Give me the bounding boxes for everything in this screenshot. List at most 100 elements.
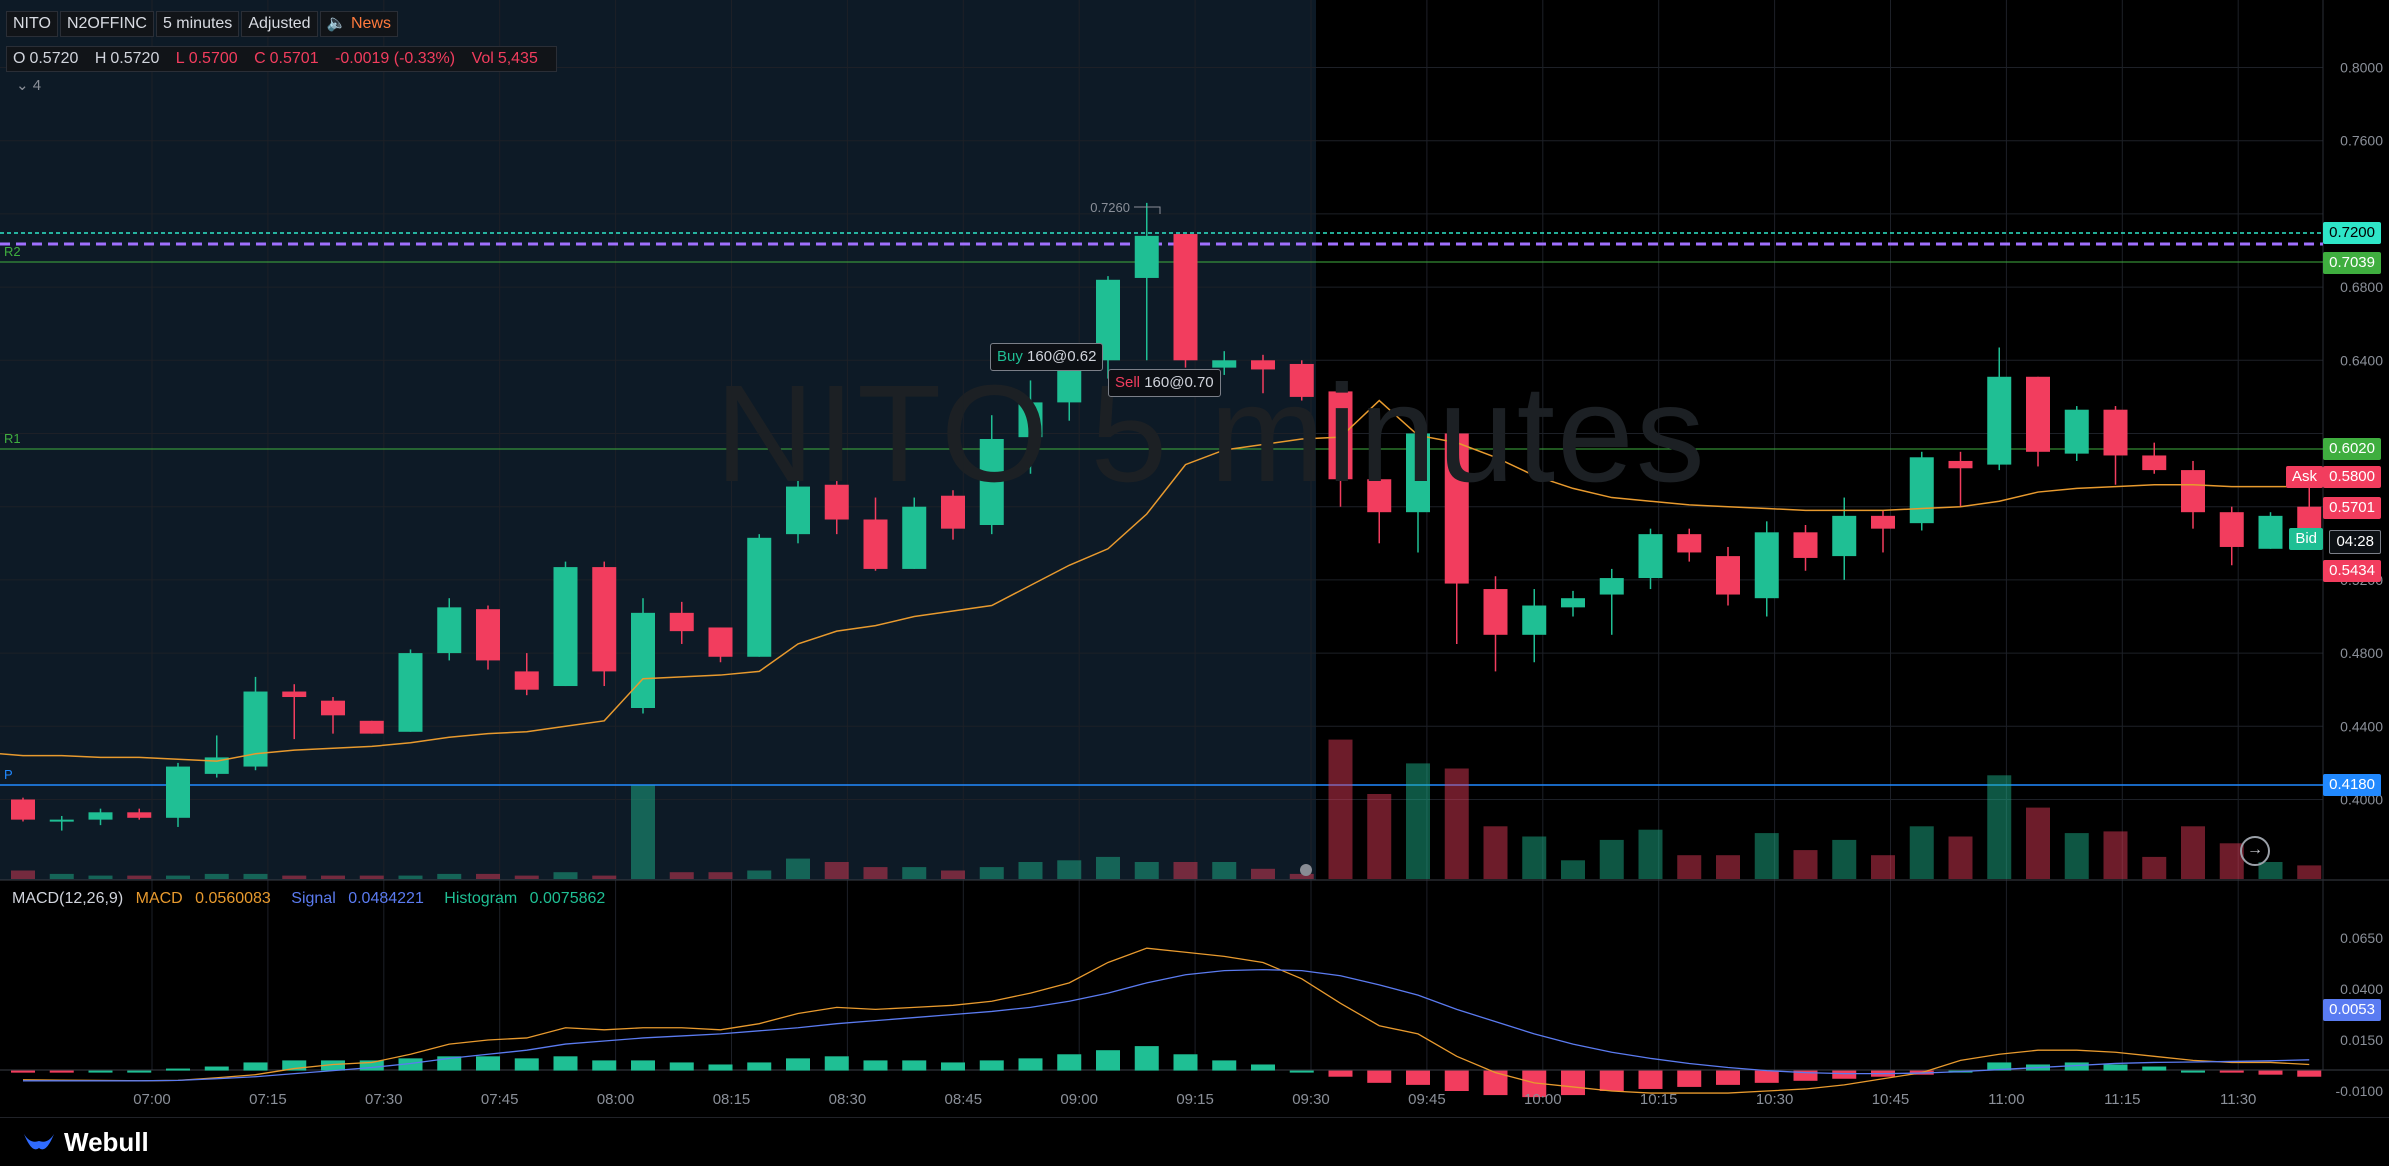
macd-hist-bar (1289, 1070, 1314, 1073)
macd-hist-bar (2142, 1066, 2167, 1071)
news-label: News (350, 15, 391, 32)
interval-chip[interactable]: 5 minutes (155, 11, 240, 37)
macd-hist-bar (1134, 1046, 1159, 1071)
ask-price-tag: 0.5800 (2323, 466, 2381, 488)
candle-body (1212, 360, 1237, 368)
macd-hist-bar (1561, 1070, 1585, 1096)
macd-hist-bar (979, 1060, 1004, 1071)
r2-label: R2 (4, 244, 21, 259)
candle-body (592, 567, 617, 672)
company-chip: N2OFFINC (59, 11, 154, 37)
candle-body (786, 486, 810, 535)
macd-hist-bar (631, 1060, 655, 1071)
volume-bar (282, 875, 307, 879)
volume-bar (514, 875, 539, 879)
volume-bar (747, 870, 772, 879)
high-label: H (94, 50, 107, 67)
candle-body (553, 567, 578, 687)
time-axis-label: 11:30 (2220, 1091, 2256, 1108)
candle-body (398, 653, 423, 732)
webull-logo[interactable]: Webull (22, 1127, 149, 1158)
macd-hist-bar (1212, 1060, 1237, 1071)
candle-body (437, 607, 462, 654)
candle-body (1948, 460, 1973, 469)
macd-hist-bar (437, 1056, 462, 1071)
macd-hist-bar (514, 1058, 539, 1071)
arrow-right-icon: → (2247, 841, 2263, 858)
macd-hist-bar (321, 1060, 345, 1071)
time-axis-label: 10:15 (1640, 1091, 1678, 1108)
volume-bar (2103, 831, 2128, 879)
volume-bar (1096, 856, 1120, 879)
macd-hist-bar (1987, 1062, 2012, 1071)
volume-bar (1251, 868, 1275, 879)
time-axis-label: 08:00 (597, 1091, 635, 1108)
macd-hist-bar (902, 1060, 927, 1071)
macd-hist-bar (592, 1060, 617, 1071)
candle-body (1871, 515, 1895, 529)
scroll-to-latest-button[interactable]: → (2240, 836, 2270, 866)
volume-bar (979, 867, 1004, 879)
macd-hist-bar (1251, 1064, 1275, 1071)
volume-bar (592, 875, 617, 879)
symbol-chip[interactable]: NITO (6, 11, 58, 37)
macd-hist-bar (1018, 1058, 1043, 1071)
chevron-down-icon: ⌄ (16, 77, 29, 94)
macd-hist-bar (553, 1056, 578, 1071)
macd-hist-bar (2297, 1070, 2322, 1077)
candle-timer: 04:28 (2329, 530, 2381, 554)
volume-bar (49, 873, 74, 879)
price-tag-r2: 0.7039 (2323, 252, 2381, 274)
volume-value: 5,435 (497, 50, 538, 67)
news-button[interactable]: 🔈 News (319, 11, 398, 37)
volume-bar (166, 875, 190, 879)
volume-bar (204, 873, 229, 879)
macd-hist-bar (1096, 1050, 1120, 1071)
time-axis-label: 09:15 (1176, 1091, 1214, 1108)
macd-hist-bar (49, 1070, 74, 1073)
volume-bar (1173, 862, 1198, 879)
candle-body (631, 612, 655, 708)
buy-order-marker[interactable]: Buy 160@0.62 (990, 343, 1104, 371)
volume-bar (1018, 862, 1043, 879)
volume-bar (786, 858, 810, 879)
volume-bar (669, 872, 694, 879)
chart-canvas[interactable]: R2 R1 P 0.7260 0.8400 0.8000 0.7600 0.6800 0.640… (0, 0, 2389, 1118)
sell-order-marker[interactable]: Sell 160@0.70 (1108, 369, 1221, 397)
volume-bar (1444, 768, 1469, 879)
last-price-tag: 0.5701 (2323, 497, 2381, 519)
webull-logo-icon (24, 1133, 54, 1149)
volume-bar (437, 873, 462, 879)
volume-bar (1522, 836, 1547, 879)
macd-hist-bar (476, 1056, 500, 1071)
volume-bar (476, 873, 500, 879)
candle-body (824, 484, 849, 520)
time-axis-label: 08:45 (945, 1091, 983, 1108)
macd-hist-bar (941, 1062, 965, 1071)
macd-hist-bar (398, 1058, 423, 1071)
volume-bar (708, 872, 733, 879)
macd-axis-label: -0.0100 (2336, 1083, 2384, 1099)
macd-hist-bar (2258, 1070, 2283, 1075)
candle-body (321, 700, 345, 716)
volume-bar (1483, 826, 1508, 879)
price-tag-r1: 0.6020 (2323, 438, 2381, 460)
indicator-toggle[interactable]: ⌄ 4 (16, 76, 41, 94)
candle-body (1677, 534, 1702, 553)
footer-bar: Webull (0, 1117, 2389, 1166)
volume-bar (127, 875, 152, 879)
candle-body (514, 671, 539, 690)
adjusted-chip[interactable]: Adjusted (241, 11, 318, 37)
volume-bar (1561, 860, 1585, 879)
candle-body (1716, 556, 1740, 595)
volume-bar (1793, 850, 1818, 879)
time-axis-label: 10:30 (1756, 1091, 1794, 1108)
volume-bar (1289, 873, 1314, 879)
volume-bar (824, 862, 849, 879)
volume-label: Vol (471, 50, 494, 67)
bid-label-tag: Bid (2289, 528, 2323, 550)
time-axis-label: 09:30 (1292, 1091, 1330, 1108)
candle-body (2026, 376, 2050, 452)
macd-hist-bar (1367, 1070, 1392, 1083)
candle-body (1134, 235, 1159, 278)
